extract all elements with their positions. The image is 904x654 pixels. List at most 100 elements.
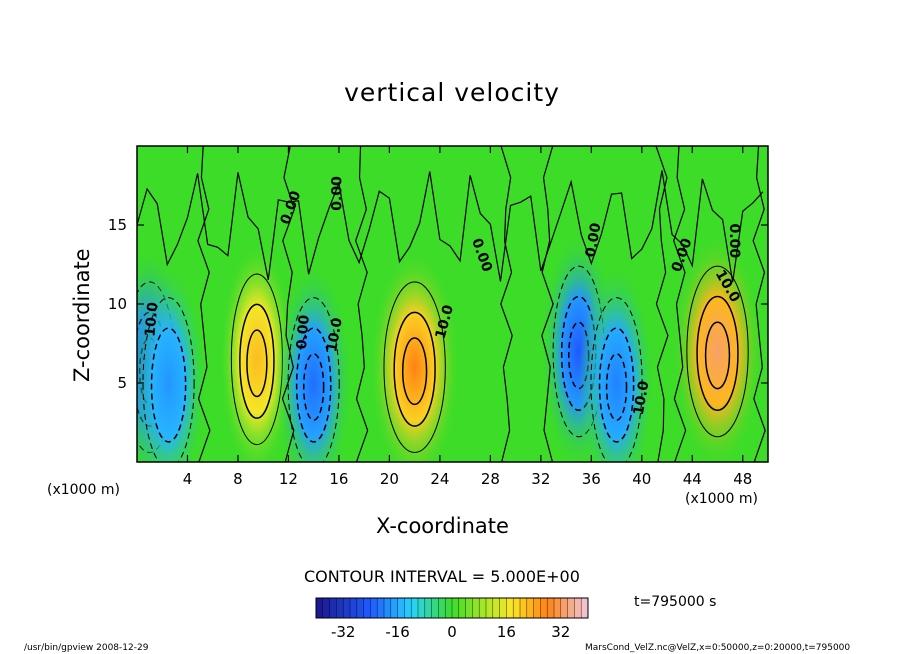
colorbar-swatch [343, 598, 351, 618]
negative-contour [302, 353, 325, 421]
positive-contour [686, 265, 749, 438]
colorbar-swatch [397, 598, 405, 618]
time-text: t=795000 s [634, 594, 717, 610]
colorbar-swatch [547, 598, 555, 618]
colorbar-swatch [418, 598, 426, 618]
x-tick-label: 48 [733, 470, 752, 488]
chart-title: vertical velocity [344, 78, 560, 107]
velocity-cell [219, 240, 295, 462]
colorbar-swatch [520, 598, 528, 618]
colorbar-swatch [486, 598, 494, 618]
colorbar-swatch [533, 598, 541, 618]
x-tick-label: 12 [279, 470, 298, 488]
footer-right: MarsCond_VelZ.nc@VelZ,x=0:50000,z=0:2000… [585, 643, 851, 653]
colorbar-swatch [567, 598, 575, 618]
x-tick-label: 40 [632, 470, 651, 488]
colorbar-swatch [445, 598, 453, 618]
zero-contour [541, 146, 554, 462]
x-tick-label: 16 [329, 470, 348, 488]
x-axis-label: X-coordinate [376, 514, 509, 538]
colorbar-swatch [472, 598, 480, 618]
y-tick-label: 15 [108, 216, 127, 234]
zero-contour [655, 146, 669, 462]
positive-contour [704, 321, 731, 390]
colorbar-swatch [329, 598, 337, 618]
negative-contour [590, 297, 643, 462]
contour-label: 0.00 [726, 224, 742, 259]
colorbar-swatch [452, 598, 460, 618]
x-tick-label: 4 [183, 470, 193, 488]
colorbar-tick-label: 0 [447, 623, 457, 641]
contour-label: 0.00 [583, 221, 605, 258]
zero-contour [673, 146, 687, 462]
velocity-cell [672, 232, 763, 462]
zero-contour [197, 146, 211, 462]
contour-label: 0.00 [294, 314, 313, 350]
negative-contour [142, 297, 195, 462]
colorbar-swatch [554, 598, 562, 618]
colorbar-swatch [540, 598, 548, 618]
colorbar-frame [315, 597, 589, 619]
contour-label: 10.0 [324, 316, 346, 353]
negative-contour [605, 353, 628, 421]
x-unit-left: (x1000 m) [47, 482, 120, 498]
colorbar-swatch [506, 598, 514, 618]
x-tick-label: 32 [531, 470, 550, 488]
x-tick-label: 8 [233, 470, 243, 488]
negative-contour [598, 327, 635, 443]
footer-left: /usr/bin/gpview 2008-12-29 [24, 643, 149, 653]
contour-label: 10.0 [142, 301, 161, 337]
positive-contour [239, 303, 275, 419]
upper-zero-contour [137, 170, 764, 283]
positive-contour [383, 281, 446, 454]
colorbar-swatch [458, 598, 467, 618]
colorbar-swatch [431, 598, 439, 618]
colorbar-swatch [465, 598, 473, 618]
positive-contour [401, 337, 428, 406]
x-unit-right: (x1000 m) [685, 491, 758, 507]
colorbar-swatch [424, 598, 433, 618]
velocity-cell [578, 264, 655, 462]
colorbar-swatch [316, 598, 324, 618]
x-tick-label: 44 [683, 470, 702, 488]
zero-contour [281, 146, 295, 462]
colorbar-swatch [560, 598, 569, 618]
colorbar-swatch [479, 598, 487, 618]
y-tick-label: 5 [117, 374, 127, 392]
velocity-cell [275, 264, 352, 462]
positive-contour [696, 295, 739, 412]
colorbar-swatch [574, 598, 582, 618]
colorbar-swatch [384, 598, 392, 618]
colorbar-tick-label: 16 [497, 623, 516, 641]
colorbar-tick-label: 32 [551, 623, 570, 641]
colorbar-swatch [438, 598, 446, 618]
colorbar-tick-label: -16 [385, 623, 410, 641]
colorbar-tick-label: -32 [331, 623, 356, 641]
negative-contour [295, 327, 332, 443]
positive-contour [246, 329, 268, 398]
colorbar-swatch [322, 598, 331, 618]
zero-contour [355, 146, 369, 462]
x-tick-label: 20 [380, 470, 399, 488]
velocity-cell [137, 264, 207, 462]
negative-contour [150, 327, 187, 443]
colorbar-swatch [370, 598, 378, 618]
colorbar-swatch [404, 598, 412, 618]
colorbar-swatch [499, 598, 507, 618]
positive-contour [393, 311, 436, 427]
zero-contour [500, 146, 513, 462]
colorbar-swatch [526, 598, 535, 618]
colorbar-swatch [513, 598, 521, 618]
colorbar-swatch [581, 598, 589, 618]
contour-label: 10.0 [631, 379, 653, 416]
y-tick-label: 10 [108, 295, 127, 313]
x-tick-label: 24 [430, 470, 449, 488]
x-tick-label: 28 [481, 470, 500, 488]
colorbar-swatch [356, 598, 365, 618]
negative-contour [287, 297, 340, 462]
colorbar-swatch [336, 598, 344, 618]
colorbar-swatch [363, 598, 371, 618]
velocity-cell [369, 248, 461, 462]
x-tick-label: 36 [582, 470, 601, 488]
